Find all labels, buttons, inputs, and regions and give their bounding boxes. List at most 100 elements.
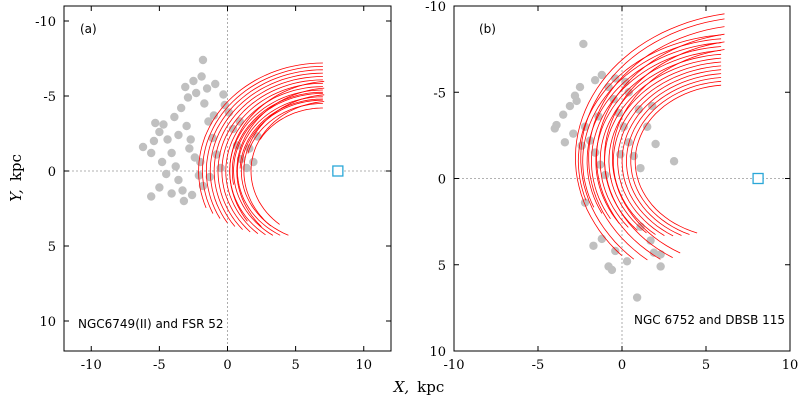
- cluster-point: [643, 122, 652, 131]
- cluster-point: [197, 72, 206, 81]
- panel-a-ticks: -10 -5 0 5 10 -10 -5 0 5 10: [35, 6, 391, 373]
- cluster-point: [159, 120, 168, 129]
- panel-a-annotation: NGC6749(II) and FSR 52: [78, 317, 224, 331]
- cluster-point: [196, 157, 205, 167]
- cluster-point: [155, 183, 164, 192]
- cluster-point: [171, 162, 180, 171]
- cluster-point: [651, 139, 660, 149]
- x-axis-unit: kpc: [417, 378, 444, 396]
- cluster-point: [601, 170, 610, 180]
- x-tick-label: -10: [444, 358, 465, 373]
- y-tick-label: 5: [48, 240, 56, 255]
- orbit-track: [229, 80, 325, 222]
- cluster-point: [181, 82, 190, 92]
- cluster-point: [174, 175, 183, 185]
- cluster-point: [182, 121, 191, 131]
- orbit-track: [621, 73, 722, 237]
- cluster-point: [632, 293, 642, 302]
- cluster-point: [590, 75, 600, 85]
- orbit-track: [599, 53, 722, 228]
- x-axis-label: X, kpc: [393, 378, 445, 396]
- cluster-point: [147, 148, 156, 158]
- cluster-point: [187, 190, 197, 200]
- cluster-point: [198, 55, 208, 65]
- orbit-track: [634, 84, 722, 234]
- orbit-track: [630, 80, 722, 235]
- cluster-point: [209, 111, 219, 120]
- panel-a-label: (a): [80, 22, 97, 36]
- orbit-track: [229, 89, 323, 236]
- cluster-point: [151, 118, 160, 128]
- x-tick-label: -10: [81, 358, 102, 373]
- x-tick-label: 5: [702, 358, 710, 373]
- cluster-point: [167, 148, 176, 158]
- orbit-track: [236, 96, 323, 236]
- cluster-point: [579, 39, 588, 49]
- cluster-point: [147, 192, 156, 201]
- cluster-point: [191, 88, 201, 98]
- cluster-point: [189, 76, 198, 86]
- orbit-track: [231, 91, 323, 185]
- orbit-track: [209, 72, 323, 224]
- orbit-track: [213, 76, 323, 227]
- orbit-track: [591, 46, 722, 220]
- cluster-point: [565, 101, 575, 111]
- cluster-point: [619, 122, 628, 131]
- orbit-track: [236, 87, 325, 227]
- y-tick-label: -5: [43, 90, 56, 105]
- cluster-point: [646, 236, 655, 245]
- orbit-track: [217, 79, 323, 230]
- x-tick-label: -5: [532, 358, 545, 373]
- orbit-track: [233, 93, 323, 236]
- cluster-point: [186, 135, 195, 144]
- y-axis-label: Y, kpc: [7, 154, 25, 202]
- cluster-point: [622, 257, 632, 266]
- cluster-point: [149, 136, 159, 146]
- y-axis-unit: kpc: [7, 154, 25, 181]
- cluster-point: [597, 234, 607, 244]
- cluster-point: [204, 117, 213, 126]
- y-tick-label: 0: [48, 165, 56, 180]
- cluster-point: [219, 90, 228, 99]
- cluster-point: [572, 96, 581, 106]
- panel-a-orbits: [198, 62, 344, 236]
- orbit-track: [250, 101, 325, 225]
- cluster-point: [138, 142, 148, 152]
- cluster-point: [253, 132, 262, 141]
- orbit-track: [588, 26, 725, 261]
- orbit-track: [608, 61, 722, 234]
- orbit-track: [240, 99, 323, 236]
- panel-b-clusters: [550, 39, 679, 302]
- y-tick-label: 10: [429, 345, 446, 360]
- panel-b-orbits: [575, 13, 764, 261]
- orbit-track: [259, 107, 323, 140]
- cluster-point: [611, 246, 620, 256]
- cluster-point: [634, 105, 643, 114]
- orbit-track: [611, 49, 725, 254]
- cluster-point: [560, 138, 570, 147]
- cluster-point: [205, 172, 214, 182]
- orbit-track: [595, 50, 722, 224]
- orbit-track: [202, 66, 323, 214]
- cluster-point: [200, 99, 209, 108]
- cluster-point: [656, 262, 665, 271]
- orbit-track: [239, 98, 323, 169]
- cluster-point: [178, 186, 187, 195]
- cluster-point: [589, 241, 598, 250]
- cluster-point: [616, 150, 625, 159]
- orbit-track: [577, 34, 722, 201]
- cluster-point: [174, 130, 183, 140]
- orbit-track: [198, 62, 323, 209]
- y-tick-label: -10: [35, 15, 56, 30]
- cluster-point: [161, 169, 171, 179]
- orbit-track: [596, 33, 725, 260]
- y-tick-label: 10: [39, 315, 56, 330]
- cluster-point: [249, 157, 258, 167]
- cluster-point: [212, 150, 221, 159]
- panel-b-annotation: NGC 6752 and DBSB 115: [634, 313, 785, 327]
- cluster-point: [607, 265, 617, 275]
- panel-a: -10 -5 0 5 10 -10 -5 0 5 10 (a) NGC6749(II) and F…: [35, 5, 392, 373]
- cluster-point: [155, 127, 164, 137]
